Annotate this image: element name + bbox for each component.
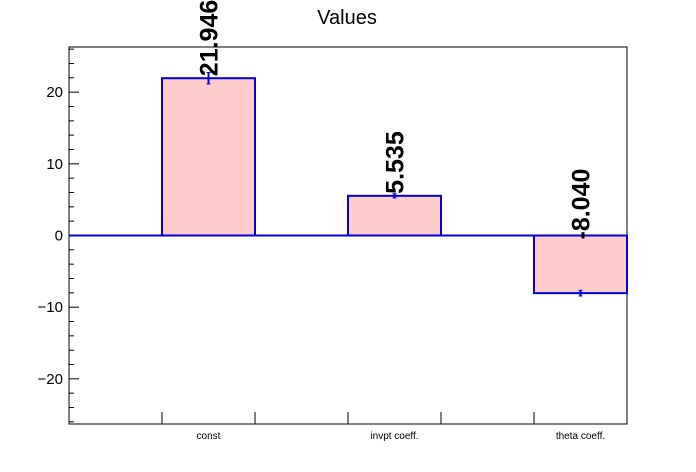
value-label: 21.946 [196, 0, 224, 76]
chart-title: Values [317, 7, 377, 29]
y-axis: −20 −10 0 10 20 [38, 48, 79, 423]
bar [347, 194, 442, 237]
value-label: 5.535 [382, 131, 410, 194]
y-tick-label: −10 [38, 299, 63, 316]
y-tick-label: −20 [38, 371, 63, 388]
y-tick-label: 0 [55, 228, 63, 245]
y-tick-label: 10 [46, 156, 63, 173]
value-label: -8.040 [568, 169, 596, 240]
x-tick-label: const [197, 431, 221, 442]
x-axis: const invpt coeff. theta coeff. [161, 412, 605, 442]
data-labels: 21.946 5.535 -8.040 [196, 0, 596, 240]
x-tick-label: invpt coeff. [370, 431, 418, 442]
y-tick-label: 20 [46, 84, 63, 101]
bars [69, 71, 628, 297]
x-tick-label: theta coeff. [556, 431, 605, 442]
bar [533, 234, 628, 295]
bar [161, 77, 256, 237]
